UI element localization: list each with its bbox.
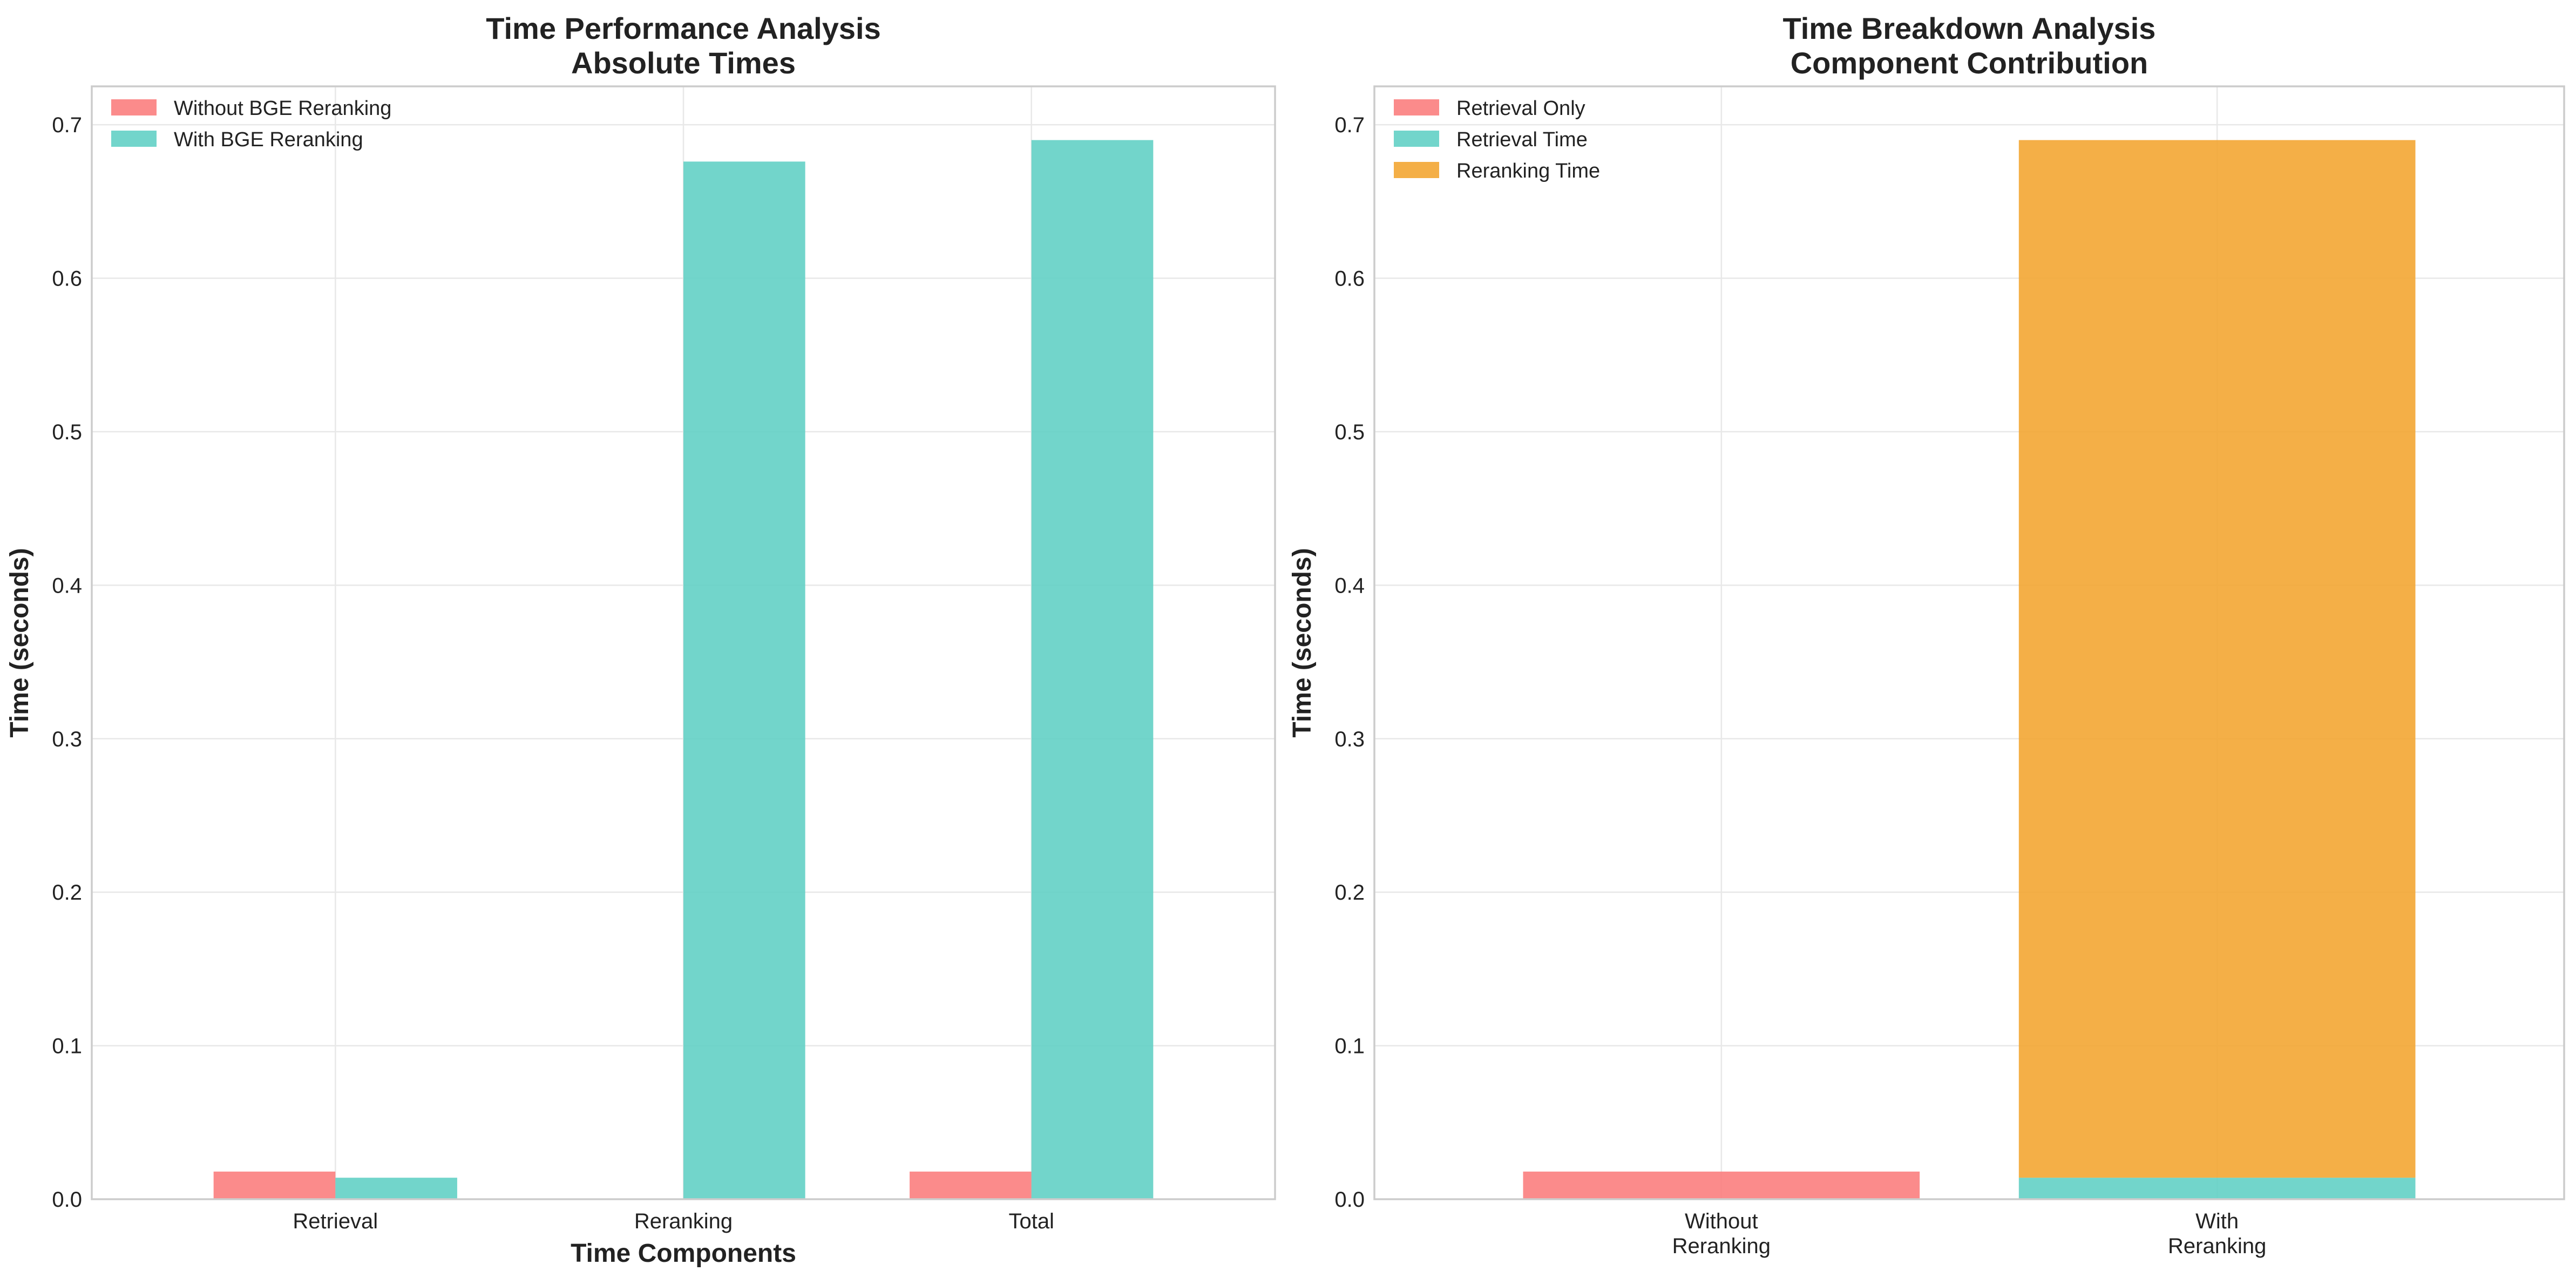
legend-label: Retrieval Time: [1456, 128, 1588, 151]
bar-retrieval-time: [2018, 1178, 2416, 1199]
breakdown-x-ticks: Without Reranking With Reranking: [1672, 1209, 2267, 1258]
x-tick-label: Total: [1008, 1209, 1054, 1233]
bar-with-bge-reranking: [683, 161, 805, 1199]
performance-chart: 0.0 0.1 0.2 0.3 0.4 0.5 0.6 0.7 Retrieval Rerank…: [5, 11, 1276, 1268]
y-tick-label: 0.3: [1334, 728, 1365, 751]
bar-with-bge-reranking: [1031, 140, 1154, 1200]
performance-x-ticks: Retrieval Reranking Total: [293, 1209, 1054, 1233]
y-tick-label: 0.0: [52, 1188, 82, 1212]
legend-swatch: [111, 131, 157, 147]
legend-label: Retrieval Only: [1456, 97, 1585, 120]
performance-plot-frame: [91, 85, 1276, 1200]
breakdown-y-ticks: 0.0 0.1 0.2 0.3 0.4 0.5 0.6 0.7: [1334, 113, 1365, 1212]
breakdown-legend: Retrieval Only Retrieval Time Reranking Ti…: [1394, 97, 1600, 182]
legend-label: Reranking Time: [1456, 160, 1600, 182]
y-tick-label: 0.1: [52, 1035, 82, 1058]
legend-swatch: [1394, 99, 1439, 115]
y-tick-label: 0.6: [1334, 267, 1365, 291]
x-tick-label: Without Reranking: [1672, 1209, 1771, 1258]
x-tick-label: Retrieval: [293, 1209, 378, 1233]
performance-chart-title: Time Performance Analysis: [486, 11, 880, 45]
performance-y-ticks: 0.0 0.1 0.2 0.3 0.4 0.5 0.6 0.7: [52, 113, 82, 1212]
y-tick-label: 0.2: [1334, 881, 1365, 905]
performance-chart-subtitle: Absolute Times: [571, 46, 796, 80]
y-tick-label: 0.5: [52, 420, 82, 444]
bar-without-bge-reranking: [910, 1171, 1032, 1199]
breakdown-chart-subtitle: Component Contribution: [1791, 46, 2148, 80]
legend-swatch: [111, 99, 157, 115]
bar-without-bge-reranking: [213, 1171, 336, 1199]
performance-legend: Without BGE Reranking With BGE Reranking: [111, 97, 391, 151]
breakdown-bars: [1523, 140, 2416, 1199]
breakdown-plot-frame: [1373, 85, 2565, 1200]
y-tick-label: 0.0: [1334, 1188, 1365, 1212]
legend-label: With BGE Reranking: [174, 128, 363, 151]
legend-label: Without BGE Reranking: [174, 97, 391, 120]
y-tick-label: 0.2: [52, 881, 82, 905]
performance-y-axis-label: Time (seconds): [5, 548, 34, 737]
breakdown-chart: 0.0 0.1 0.2 0.3 0.4 0.5 0.6 0.7 Without Rerankin…: [1288, 11, 2565, 1258]
y-tick-label: 0.6: [52, 267, 82, 291]
y-tick-label: 0.5: [1334, 420, 1365, 444]
legend-swatch: [1394, 131, 1439, 147]
y-tick-label: 0.3: [52, 728, 82, 751]
legend-swatch: [1394, 162, 1439, 178]
bar-with-bge-reranking: [335, 1178, 457, 1199]
breakdown-chart-title: Time Breakdown Analysis: [1783, 11, 2156, 45]
performance-x-axis-label: Time Components: [571, 1239, 796, 1268]
y-tick-label: 0.7: [52, 113, 82, 137]
bar-retrieval-only: [1523, 1171, 1920, 1199]
performance-bars: [213, 140, 1154, 1200]
x-tick-label: With Reranking: [2168, 1209, 2266, 1258]
y-tick-label: 0.4: [52, 574, 82, 597]
y-tick-label: 0.7: [1334, 113, 1365, 137]
bar-reranking-time: [2018, 140, 2416, 1178]
y-tick-label: 0.4: [1334, 574, 1365, 597]
x-tick-label: Reranking: [634, 1209, 733, 1233]
y-tick-label: 0.1: [1334, 1035, 1365, 1058]
breakdown-y-axis-label: Time (seconds): [1288, 548, 1317, 737]
